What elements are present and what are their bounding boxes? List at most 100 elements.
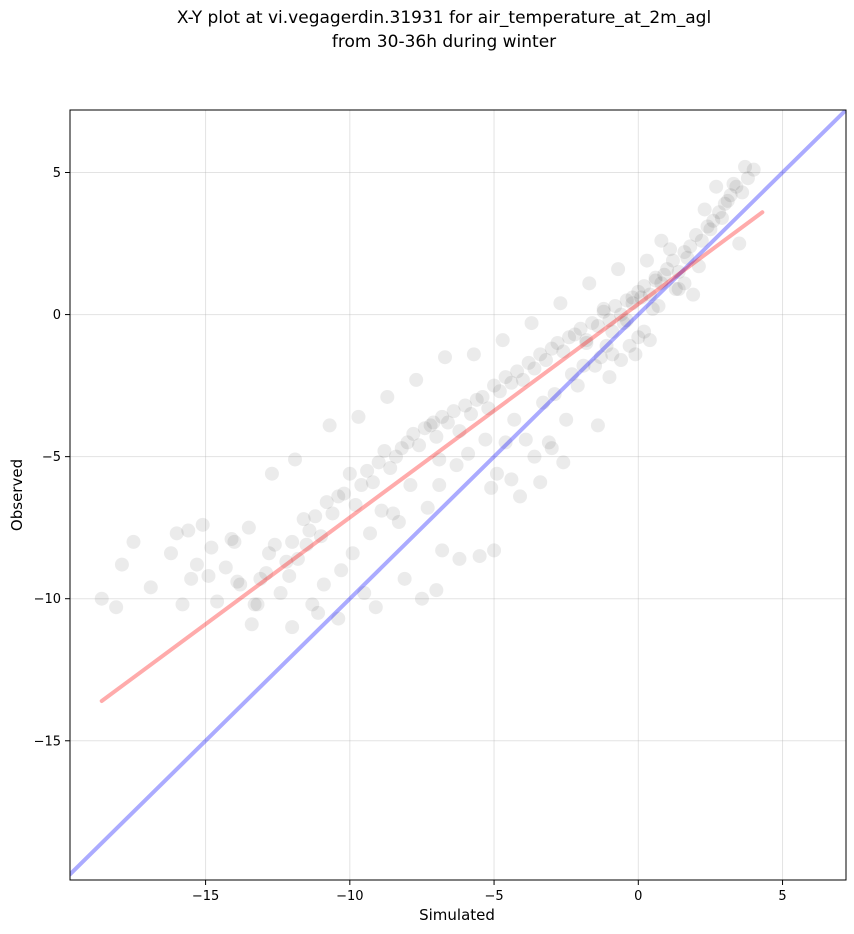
x-tick-label: −5	[484, 889, 503, 904]
data-point	[700, 219, 715, 234]
data-point	[740, 171, 755, 186]
data-point	[452, 424, 467, 439]
x-tick-label: −10	[336, 889, 363, 904]
data-point	[697, 202, 712, 217]
data-point	[605, 347, 620, 362]
data-point	[472, 549, 487, 564]
data-point	[204, 540, 219, 555]
data-point	[588, 358, 603, 373]
data-point	[541, 435, 556, 450]
data-point	[631, 284, 646, 299]
data-point	[386, 506, 401, 521]
data-point	[201, 568, 216, 583]
data-point	[484, 480, 499, 495]
data-point	[538, 353, 553, 368]
data-point	[622, 338, 637, 353]
data-point	[562, 330, 577, 345]
y-tick-label: −5	[42, 450, 61, 465]
data-point	[706, 213, 721, 228]
data-point	[288, 452, 303, 467]
data-point	[348, 497, 363, 512]
data-point	[536, 395, 551, 410]
data-point	[114, 557, 129, 572]
data-point	[311, 605, 326, 620]
data-point	[625, 296, 640, 311]
data-point	[513, 489, 528, 504]
data-point	[337, 486, 352, 501]
data-point	[648, 270, 663, 285]
data-point	[305, 597, 320, 612]
data-point	[663, 242, 678, 257]
data-point	[683, 239, 698, 254]
data-point	[576, 358, 591, 373]
data-point	[264, 466, 279, 481]
data-point	[449, 458, 464, 473]
data-point	[735, 185, 750, 200]
grid-layer	[70, 110, 846, 880]
data-point	[668, 282, 683, 297]
data-point	[406, 426, 421, 441]
data-point	[495, 333, 510, 348]
data-point	[461, 446, 476, 461]
data-point	[602, 370, 617, 385]
data-point	[504, 375, 519, 390]
data-point	[573, 321, 588, 336]
data-point	[547, 387, 562, 402]
data-point	[686, 287, 701, 302]
data-point	[308, 509, 323, 524]
data-point	[726, 176, 741, 191]
data-point	[163, 546, 178, 561]
data-point	[250, 597, 265, 612]
data-point	[351, 409, 366, 424]
data-point	[319, 495, 334, 510]
data-point	[244, 617, 259, 632]
data-point	[247, 597, 262, 612]
data-point	[458, 398, 473, 413]
data-point	[608, 299, 623, 314]
data-point	[732, 236, 747, 251]
data-point	[368, 600, 383, 615]
data-point	[296, 512, 311, 527]
data-point	[438, 350, 453, 365]
data-point	[487, 543, 502, 558]
data-point	[605, 324, 620, 339]
data-point	[227, 534, 242, 549]
data-point	[169, 526, 184, 541]
data-point	[691, 259, 706, 274]
data-point	[469, 392, 484, 407]
data-point	[596, 304, 611, 319]
data-point	[593, 350, 608, 365]
data-point	[651, 299, 666, 314]
data-point	[357, 586, 372, 601]
data-point	[527, 449, 542, 464]
data-point	[729, 179, 744, 194]
data-point	[642, 287, 657, 302]
data-point	[397, 571, 412, 586]
data-point	[498, 435, 513, 450]
data-point	[267, 537, 282, 552]
data-point	[596, 301, 611, 316]
data-point	[435, 543, 450, 558]
data-point	[556, 455, 571, 470]
data-point	[316, 577, 331, 592]
data-point	[420, 500, 435, 515]
data-point	[625, 290, 640, 305]
data-point	[510, 364, 525, 379]
data-point	[544, 341, 559, 356]
data-point	[377, 443, 392, 458]
data-point	[703, 222, 718, 237]
data-point	[394, 441, 409, 456]
data-point	[282, 568, 297, 583]
data-point	[481, 401, 496, 416]
data-point	[611, 262, 626, 277]
data-point	[299, 537, 314, 552]
data-point	[466, 347, 481, 362]
data-point	[599, 338, 614, 353]
data-point	[556, 344, 571, 359]
data-point	[642, 333, 657, 348]
data-point	[342, 466, 357, 481]
data-point	[619, 313, 634, 328]
data-point	[285, 620, 300, 635]
data-point	[363, 526, 378, 541]
